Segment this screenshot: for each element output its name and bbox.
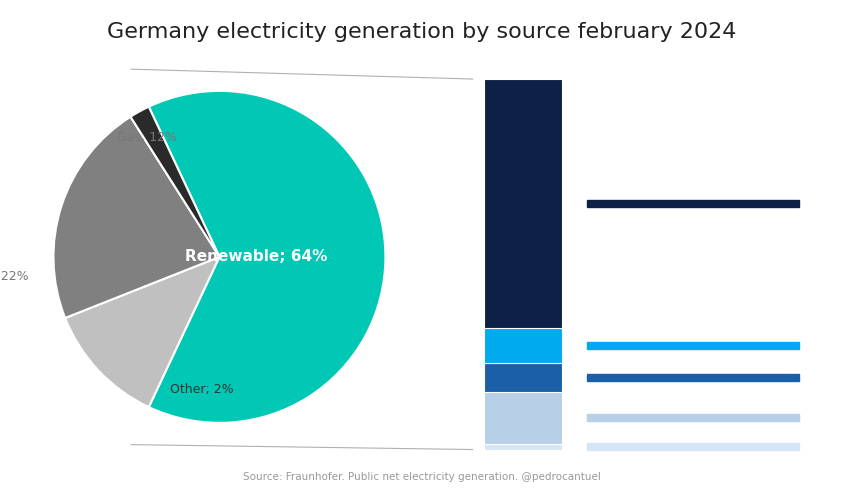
- Bar: [587, 342, 799, 349]
- Wedge shape: [65, 257, 219, 407]
- Text: Gas; 12%: Gas; 12%: [116, 131, 176, 144]
- Text: Renewable; 64%: Renewable; 64%: [185, 249, 327, 264]
- Text: Germany electricity generation by source february 2024: Germany electricity generation by source…: [107, 22, 737, 42]
- Bar: [484, 79, 562, 328]
- Text: Source: Fraunhofer. Public net electricity generation. @pedrocantuel: Source: Fraunhofer. Public net electrici…: [243, 472, 601, 482]
- Bar: [587, 373, 799, 381]
- Bar: [587, 200, 799, 207]
- Wedge shape: [149, 91, 386, 423]
- Bar: [484, 392, 562, 444]
- Bar: [587, 443, 799, 450]
- Bar: [484, 363, 562, 392]
- Text: Coal; 22%: Coal; 22%: [0, 270, 29, 283]
- Wedge shape: [53, 117, 219, 318]
- Bar: [484, 444, 562, 450]
- Text: Other; 2%: Other; 2%: [170, 383, 233, 396]
- Wedge shape: [131, 107, 219, 257]
- Bar: [587, 414, 799, 421]
- Bar: [484, 328, 562, 363]
